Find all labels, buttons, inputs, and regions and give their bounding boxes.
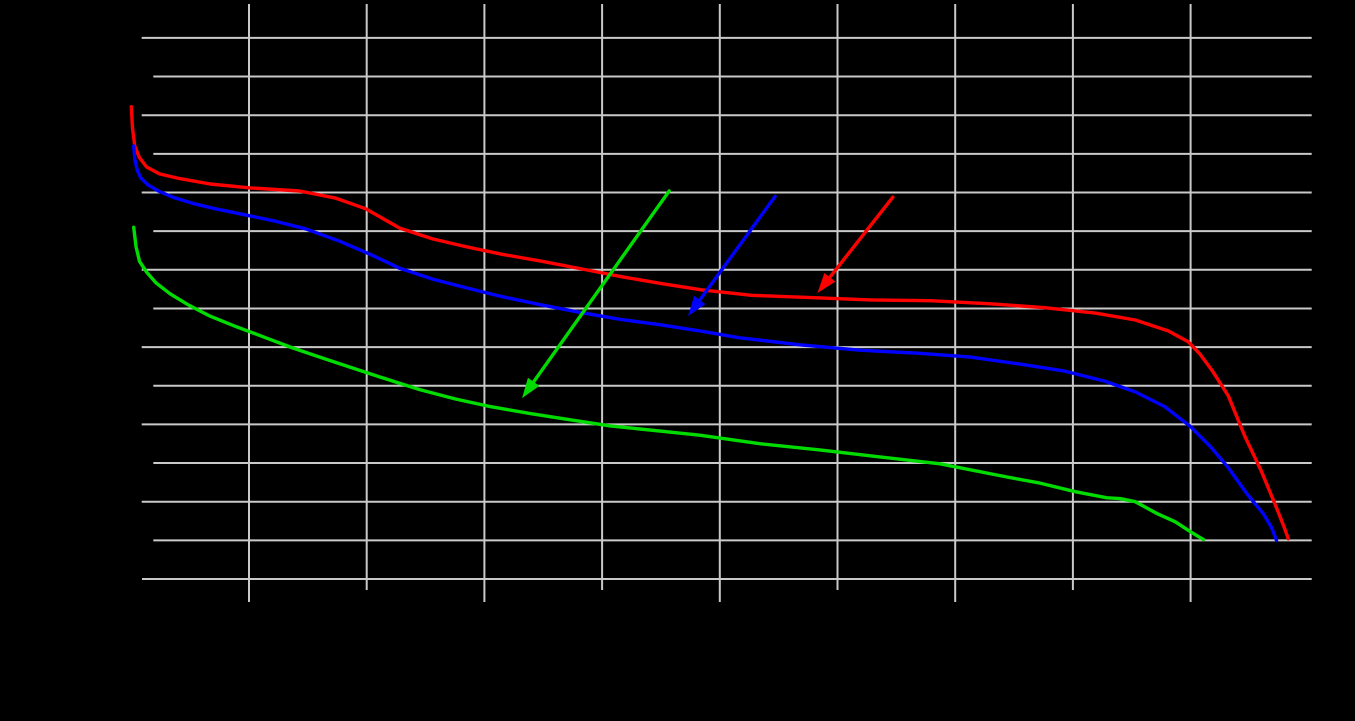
green-curve-callout-arrow [531, 189, 671, 384]
green-curve-callout-arrow-head [522, 377, 540, 399]
series-curve-2 [132, 144, 1279, 543]
red-curve-callout-arrow-head [817, 272, 836, 293]
series-curve-3 [132, 225, 1206, 542]
series-curve-1 [129, 105, 1290, 541]
blue-curve-callout-arrow-head [688, 295, 706, 317]
blue-curve-callout-arrow [698, 194, 777, 302]
red-curve-callout-arrow [828, 195, 895, 279]
